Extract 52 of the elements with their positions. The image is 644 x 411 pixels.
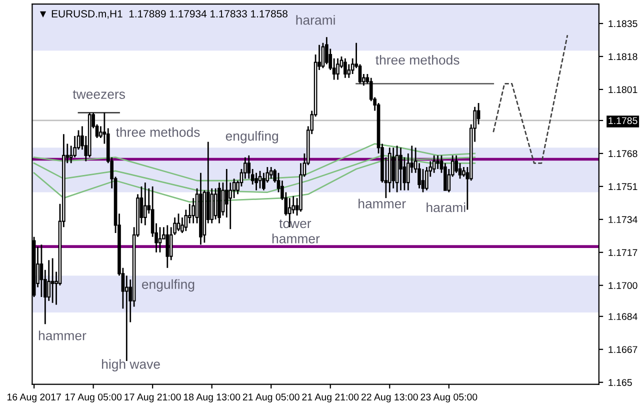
x-tick-label: 16 Aug 2017	[7, 394, 61, 402]
candlestick	[258, 170, 262, 190]
annotation: engulfing	[226, 131, 278, 144]
x-tick-label: 21 Aug 21:00	[302, 394, 359, 402]
x-tick-label: 17 Aug 05:00	[65, 394, 122, 402]
candlestick	[476, 102, 480, 126]
candlestick	[176, 212, 180, 232]
candlestick	[436, 154, 440, 170]
y-tick-label: 1.1835	[608, 20, 638, 28]
annotation: engulfing	[142, 279, 194, 292]
candlestick	[124, 274, 128, 362]
candlestick	[392, 146, 396, 190]
candlestick	[399, 146, 402, 192]
y-tick-label: 1.1751	[608, 183, 638, 190]
x-tick-label: 21 Aug 05:00	[242, 394, 300, 402]
chart-title: ▼ EURUSD.m,H1 1.17889 1.17934 1.17833 1.17858	[40, 10, 288, 19]
y-tick-label: 1.1818	[608, 53, 638, 60]
candlestick	[144, 182, 147, 226]
candlestick	[269, 166, 273, 180]
x-tick-label: 23 Aug 05:00	[420, 394, 478, 402]
line-series	[492, 34, 568, 164]
x-tick-label: 17 Aug 21:00	[124, 394, 181, 402]
candlestick	[47, 259, 51, 302]
y-tick-label: 1.1801	[608, 86, 638, 94]
annotation: high wave	[102, 359, 160, 372]
candlestick	[344, 58, 347, 79]
annotation: harami	[426, 202, 466, 212]
y-tick-label: 1.1785	[608, 117, 638, 124]
candlestick	[192, 197, 195, 224]
annotation: three methods	[376, 54, 460, 65]
y-tick-label: 1.1700	[608, 282, 638, 289]
candlestick	[50, 258, 54, 304]
y-tick-label: 1.1684	[608, 313, 638, 320]
candlestick	[214, 188, 218, 220]
candlestick	[336, 58, 340, 80]
y-tick-label: 1.165	[608, 379, 632, 386]
x-tick-label: 22 Aug 13:00	[361, 394, 418, 402]
annotation: hammer	[272, 234, 320, 244]
annotation: tweezers	[72, 90, 125, 99]
annotation: hammer	[358, 198, 406, 208]
annotation: three methods	[116, 127, 200, 137]
candlestick	[254, 172, 258, 192]
y-tick-label: 1.1667	[608, 346, 638, 353]
candlestick	[228, 182, 232, 230]
y-tick-label: 1.1717	[608, 249, 638, 256]
x-tick-label: 18 Aug 13:00	[184, 394, 240, 402]
y-tick-label: 1.1734	[608, 216, 638, 224]
y-tick-label: 1.1768	[608, 150, 638, 158]
candlestick	[432, 154, 436, 174]
annotation: hammer	[38, 330, 86, 340]
candlestick	[166, 224, 170, 269]
annotation: harami	[296, 15, 335, 25]
